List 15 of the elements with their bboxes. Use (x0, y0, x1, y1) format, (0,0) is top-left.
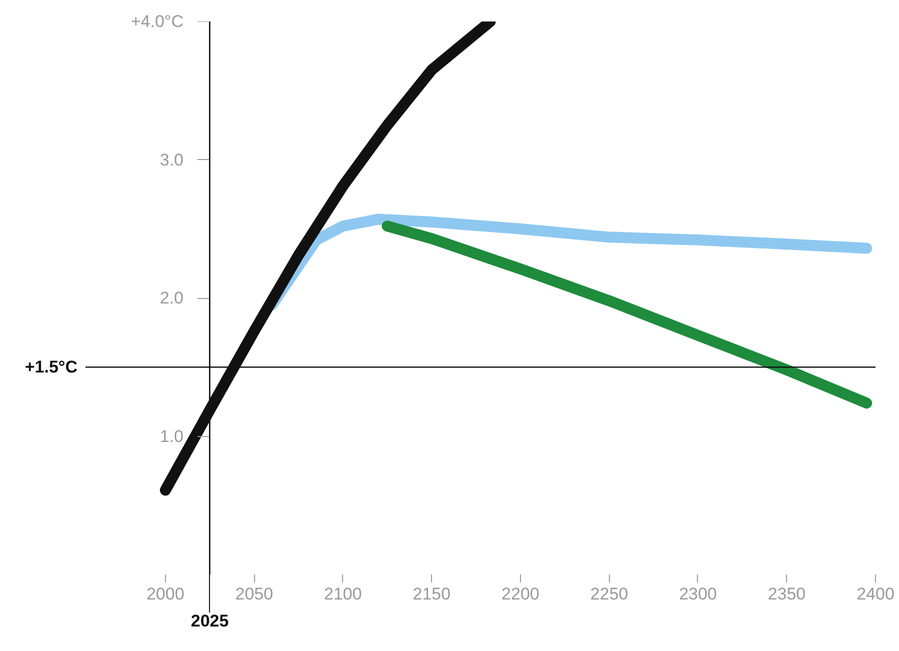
y-tick-label: +4.0°C (130, 12, 184, 31)
x-tick-label: 2150 (412, 584, 451, 604)
x-tick-label: 2300 (679, 584, 717, 604)
ref-line-label: +1.5°C (24, 358, 78, 377)
x-tick-label: 2200 (502, 584, 540, 604)
y-tick-label: 1.0 (160, 426, 184, 446)
x-tick-label: 2100 (324, 584, 362, 604)
x-tick-label: 2400 (856, 584, 894, 604)
x-tick-label: 2050 (235, 584, 274, 604)
x-tick-label: 2000 (146, 584, 184, 604)
x-tick-label: 2250 (590, 584, 628, 604)
ref-line-label: 2025 (190, 612, 229, 630)
y-tick-label: 3.0 (160, 150, 184, 170)
x-tick-label: 2350 (768, 584, 806, 604)
y-tick-label: 2.0 (160, 288, 184, 308)
